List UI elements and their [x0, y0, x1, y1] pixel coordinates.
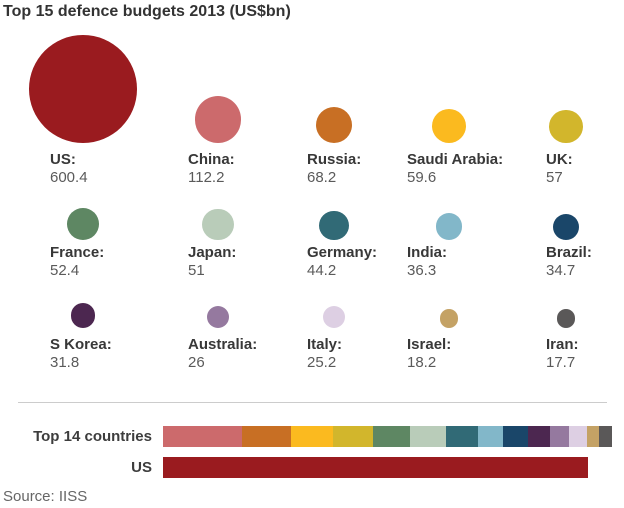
country-name: France: [50, 244, 105, 261]
bar-segment-india [477, 426, 504, 447]
bubble-russia [315, 106, 353, 143]
country-name: China: [188, 151, 235, 168]
source-note: Source: IISS [3, 488, 88, 505]
country-value: 36.3 [407, 262, 437, 279]
country-name: Iran: [546, 336, 579, 353]
country-name: Saudi Arabia: [407, 151, 504, 168]
country-value: 112.2 [188, 169, 225, 186]
country-name: Russia: [307, 151, 362, 168]
bar-segment-germany [446, 426, 478, 447]
bar-segment-israel [586, 426, 600, 447]
bubble-japan [202, 208, 234, 240]
country-value: 51 [188, 262, 205, 279]
bubble-label-brazil: Brazil: 34.7 [546, 244, 592, 280]
country-name: UK: [546, 151, 573, 168]
bubble-label-us: US: 600.4 [50, 151, 88, 187]
bubble-label-france: France: 52.4 [50, 244, 104, 280]
bubble-label-iran: Iran: 17.7 [546, 336, 579, 372]
bar-segment-china [163, 426, 243, 447]
bubble-china [194, 96, 242, 143]
bubble-label-japan: Japan: 51 [188, 244, 236, 280]
country-value: 31.8 [50, 354, 80, 371]
country-name: Israel: [407, 336, 452, 353]
bubble-australia [206, 305, 230, 328]
bar-segment-japan [410, 426, 447, 447]
bubble-label-italy: Italy: 25.2 [307, 336, 342, 372]
bubble-us [29, 35, 137, 143]
bubble-label-uk: UK: 57 [546, 151, 573, 187]
country-value: 25.2 [307, 354, 337, 371]
bubble-germany [319, 210, 349, 240]
country-name: Japan: [188, 244, 237, 261]
country-value: 68.2 [307, 169, 337, 186]
bar-segment-france [373, 426, 411, 447]
bubble-italy [322, 305, 346, 328]
bubble-label-germany: Germany: 44.2 [307, 244, 377, 280]
country-name: Brazil: [546, 244, 592, 261]
bubble-label-australia: Australia: 26 [188, 336, 257, 372]
bubble-saudi-arabia [432, 109, 466, 143]
bubble-label-s-korea: S Korea: 31.8 [50, 336, 112, 372]
bubble-label-russia: Russia: 68.2 [307, 151, 361, 187]
country-value: 34.7 [546, 262, 576, 279]
country-name: Australia: [188, 336, 258, 353]
bar-segment-russia [242, 426, 291, 447]
bar-segment-s-korea [527, 426, 551, 447]
bubble-india [435, 213, 463, 240]
country-name: Germany: [307, 244, 378, 261]
bubble-france [67, 208, 99, 240]
country-name: India: [407, 244, 447, 261]
country-value: 17.7 [546, 354, 576, 371]
bubble-label-israel: Israel: 18.2 [407, 336, 451, 372]
top14-bar-label: Top 14 countries [33, 428, 152, 445]
country-value: 26 [188, 354, 205, 371]
country-value: 59.6 [407, 169, 437, 186]
country-value: 52.4 [50, 262, 80, 279]
bubble-israel [439, 309, 459, 328]
bubble-label-india: India: 36.3 [407, 244, 447, 280]
bubble-s-korea [70, 303, 96, 328]
bar-segment-australia [550, 426, 569, 447]
country-value: 600.4 [50, 169, 88, 186]
country-value: 44.2 [307, 262, 337, 279]
country-value: 18.2 [407, 354, 437, 371]
country-name: Italy: [307, 336, 343, 353]
bubble-label-saudi-arabia: Saudi Arabia: 59.6 [407, 151, 503, 187]
us-bar-label: US [131, 459, 152, 476]
country-value: 57 [546, 169, 563, 186]
country-name: S Korea: [50, 336, 112, 353]
top14-bar [163, 426, 612, 447]
bubble-uk [549, 109, 583, 143]
bar-segment-brazil [503, 426, 528, 447]
section-divider [18, 402, 607, 403]
bar-segment-uk [332, 426, 374, 447]
chart-title: Top 15 defence budgets 2013 (US$bn) [3, 3, 291, 20]
bubble-iran [556, 309, 576, 328]
bar-segment-saudi-arabia [290, 426, 333, 447]
country-name: US: [50, 151, 76, 168]
bar-segment-iran [599, 426, 612, 447]
bubble-brazil [553, 214, 579, 240]
bubble-label-china: China: 112.2 [188, 151, 235, 187]
bar-segment-italy [568, 426, 587, 447]
us-bar [163, 457, 588, 478]
